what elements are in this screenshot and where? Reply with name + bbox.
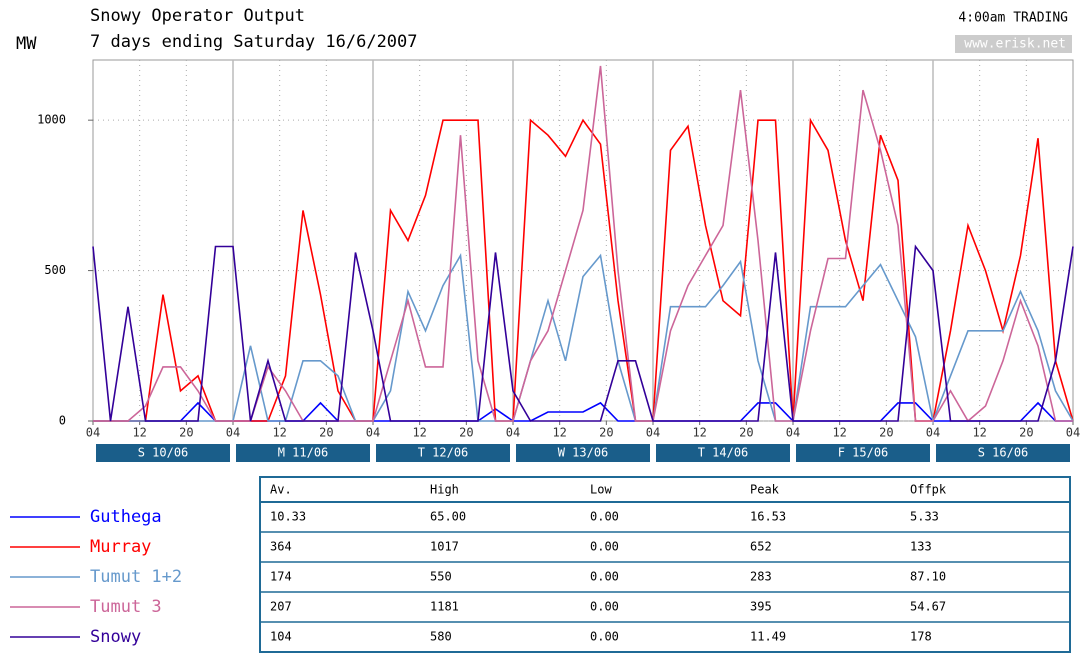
- x-tick-label: 20: [599, 426, 613, 440]
- x-tick-label: 20: [319, 426, 333, 440]
- day-label: M 11/06: [278, 446, 329, 460]
- day-label: S 10/06: [138, 446, 189, 460]
- table-cell: 652: [750, 540, 772, 554]
- x-tick-label: 04: [226, 426, 240, 440]
- day-box: [936, 444, 1070, 462]
- table-cell: 0.00: [590, 510, 619, 524]
- legend-label: Tumut 3: [90, 597, 162, 617]
- table-cell: 364: [270, 540, 292, 554]
- x-tick-label: 04: [86, 426, 100, 440]
- day-box: [376, 444, 510, 462]
- x-tick-label: 20: [459, 426, 473, 440]
- table-frame: [259, 476, 1071, 653]
- table-cell: 0.00: [590, 570, 619, 584]
- table-cell: 0.00: [590, 630, 619, 644]
- series-line: [93, 252, 1074, 424]
- status-label: 4:00am TRADING: [958, 11, 1068, 26]
- day-box: [516, 444, 650, 462]
- table-header: Peak: [750, 483, 780, 497]
- day-box: [796, 444, 930, 462]
- table-cell: 178: [910, 630, 932, 644]
- day-box: [656, 444, 790, 462]
- series-line: [92, 244, 1074, 422]
- table-cell: 207: [270, 600, 292, 614]
- x-tick-label: 12: [132, 426, 146, 440]
- source-label: www.erisk.net: [964, 37, 1066, 52]
- y-axis-label: MW: [16, 34, 37, 54]
- source-box: [955, 35, 1072, 53]
- day-label: S 16/06: [978, 446, 1029, 460]
- x-tick-label: 04: [366, 426, 380, 440]
- x-tick-label: 12: [552, 426, 566, 440]
- table-header: Av.: [270, 483, 292, 497]
- table-cell: 1017: [430, 540, 459, 554]
- legend-label: Murray: [90, 537, 151, 557]
- chart-title: Snowy Operator Output: [90, 6, 305, 26]
- y-tick-label: 500: [44, 263, 66, 277]
- chart-subtitle: 7 days ending Saturday 16/6/2007: [90, 32, 418, 52]
- day-box: [236, 444, 370, 462]
- table-header: High: [430, 483, 459, 497]
- table-cell: 104: [270, 630, 292, 644]
- table-cell: 550: [430, 570, 452, 584]
- x-tick-label: 20: [1019, 426, 1033, 440]
- series-line: [93, 117, 1074, 422]
- table-cell: 10.33: [270, 510, 306, 524]
- x-tick-label: 12: [832, 426, 846, 440]
- x-tick-label: 12: [692, 426, 706, 440]
- legend-label: Snowy: [90, 627, 141, 647]
- table-header: Offpk: [910, 483, 947, 497]
- table-cell: 11.49: [750, 630, 786, 644]
- table-cell: 174: [270, 570, 292, 584]
- table-cell: 0.00: [590, 540, 619, 554]
- table-cell: 580: [430, 630, 452, 644]
- table-cell: 5.33: [910, 510, 939, 524]
- day-box: [96, 444, 230, 462]
- x-tick-label: 04: [926, 426, 940, 440]
- table-cell: 1181: [430, 600, 459, 614]
- y-tick-label: 1000: [37, 113, 66, 127]
- x-tick-label: 04: [646, 426, 660, 440]
- x-tick-label: 12: [972, 426, 986, 440]
- day-label: T 12/06: [418, 446, 469, 460]
- x-tick-label: 12: [272, 426, 286, 440]
- table-cell: 283: [750, 570, 772, 584]
- table-cell: 87.10: [910, 570, 946, 584]
- day-label: T 14/06: [698, 446, 749, 460]
- table-cell: 395: [750, 600, 772, 614]
- table-cell: 54.67: [910, 600, 946, 614]
- legend-label: Tumut 1+2: [90, 567, 182, 587]
- x-tick-label: 12: [412, 426, 426, 440]
- table-cell: 0.00: [590, 600, 619, 614]
- day-label: F 15/06: [838, 446, 889, 460]
- x-tick-label: 20: [179, 426, 193, 440]
- y-tick-label: 0: [59, 414, 66, 428]
- x-tick-label: 04: [786, 426, 800, 440]
- plot-area: [92, 59, 1074, 422]
- table-cell: 133: [910, 540, 932, 554]
- day-label: W 13/06: [558, 446, 609, 460]
- x-tick-label: 04: [1066, 426, 1080, 440]
- x-tick-label: 20: [879, 426, 893, 440]
- legend-label: Guthega: [90, 507, 162, 527]
- table-header: Low: [590, 483, 612, 497]
- table-cell: 16.53: [750, 510, 786, 524]
- table-cell: 65.00: [430, 510, 466, 524]
- x-tick-label: 04: [506, 426, 520, 440]
- x-tick-label: 20: [739, 426, 753, 440]
